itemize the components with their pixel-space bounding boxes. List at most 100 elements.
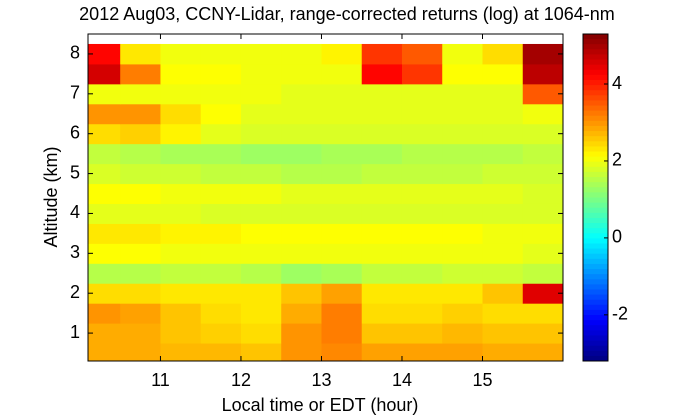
heatmap-cell [442,343,483,362]
heatmap-cell [321,323,363,344]
heatmap-cell [482,63,524,85]
heatmap-cell [401,63,443,85]
colorbar-swatch [583,233,608,239]
heatmap-cell [401,143,443,165]
heatmap-cell [482,203,524,224]
heatmap-cell [482,283,524,304]
heatmap-cell [281,183,322,204]
colorbar-swatch [583,248,608,255]
x-tick-label: 13 [311,370,331,390]
heatmap-cell [120,143,161,165]
colorbar-swatch [583,136,608,142]
heatmap-cell [281,123,322,145]
heatmap-cell [200,343,242,362]
colorbar-swatch [583,141,608,147]
heatmap-cell [88,323,121,344]
heatmap-cell [200,263,242,284]
colorbar-swatch [583,284,608,290]
heatmap-cell [281,243,322,264]
colorbar-swatch [583,279,608,285]
x-tick-label: 15 [472,370,492,390]
colorbar-swatch [583,345,608,352]
heatmap-cell [401,43,443,65]
plot-frame [87,33,564,362]
heatmap-cell [240,63,282,85]
heatmap-cell [321,163,363,185]
heatmap-cell [160,83,202,105]
heatmap-cell [442,83,483,105]
heatmap-cell [482,163,524,185]
heatmap-cell [240,103,282,125]
heatmap-cell [321,343,363,362]
heatmap-cell [120,303,161,324]
colorbar-swatch [583,223,608,229]
heatmap-cell [88,263,121,284]
heatmap-cell [120,323,161,344]
heatmap-cell [361,323,403,344]
colorbar-swatch [583,325,608,331]
heatmap-cell [401,243,443,264]
heatmap-cell [482,343,524,362]
heatmap-cell [200,163,242,185]
heatmap-cell [200,63,242,85]
heatmap-cell [88,163,121,185]
colorbar-swatch [583,156,608,163]
heatmap-cell [88,223,121,244]
colorbar-swatch [583,115,608,122]
heatmap-cell [482,243,524,264]
heatmap-cell [401,83,443,105]
heatmap-cell [200,83,242,105]
colorbar-swatch [583,263,608,270]
colorbar-swatch [583,74,608,81]
heatmap-cell [160,163,202,185]
heatmap-cell [401,163,443,185]
heatmap-cell [522,323,564,344]
colorbar-swatch [583,166,608,173]
heatmap-cell [442,123,483,145]
heatmap-cell [321,243,363,264]
colorbar-swatch [583,340,608,347]
heatmap-cell [442,203,483,224]
heatmap-cell [120,283,161,304]
heatmap-cell [240,203,282,224]
heatmap-cell [281,143,322,165]
heatmap-cell [401,223,443,244]
colorbar-swatch [583,243,608,250]
heatmap-cell [361,263,403,284]
heatmap-cell [442,63,483,85]
heatmap-cell [160,63,202,85]
colorbar-swatch [583,355,608,362]
colorbar-swatch [583,34,608,40]
colorbar [583,34,608,362]
heatmap-cell [442,223,483,244]
heatmap [88,43,564,362]
heatmap-cell [120,343,161,362]
heatmap-cell [321,83,363,105]
heatmap-cell [160,243,202,264]
heatmap-cell [522,203,564,224]
heatmap-cell [522,343,564,362]
heatmap-cell [522,243,564,264]
heatmap-cell [281,323,322,344]
colorbar-tick-label: 4 [612,73,622,93]
heatmap-cell [240,323,282,344]
heatmap-cell [522,183,564,204]
heatmap-cell [442,143,483,165]
heatmap-cell [88,123,121,145]
colorbar-swatch [583,269,608,275]
heatmap-cell [321,63,363,85]
heatmap-cell [522,43,564,65]
heatmap-cell [522,143,564,165]
heatmap-cell [442,303,483,324]
chart-title: 2012 Aug03, CCNY-Lidar, range-corrected … [79,4,615,24]
y-tick-label: 8 [70,43,80,63]
colorbar-swatch [583,207,608,214]
heatmap-cell [361,343,403,362]
colorbar-swatch [583,110,608,117]
heatmap-cell [160,183,202,204]
heatmap-cell [120,83,161,105]
heatmap-cell [361,163,403,185]
heatmap-cell [442,263,483,284]
heatmap-cell [361,123,403,145]
colorbar-swatch [583,90,608,96]
